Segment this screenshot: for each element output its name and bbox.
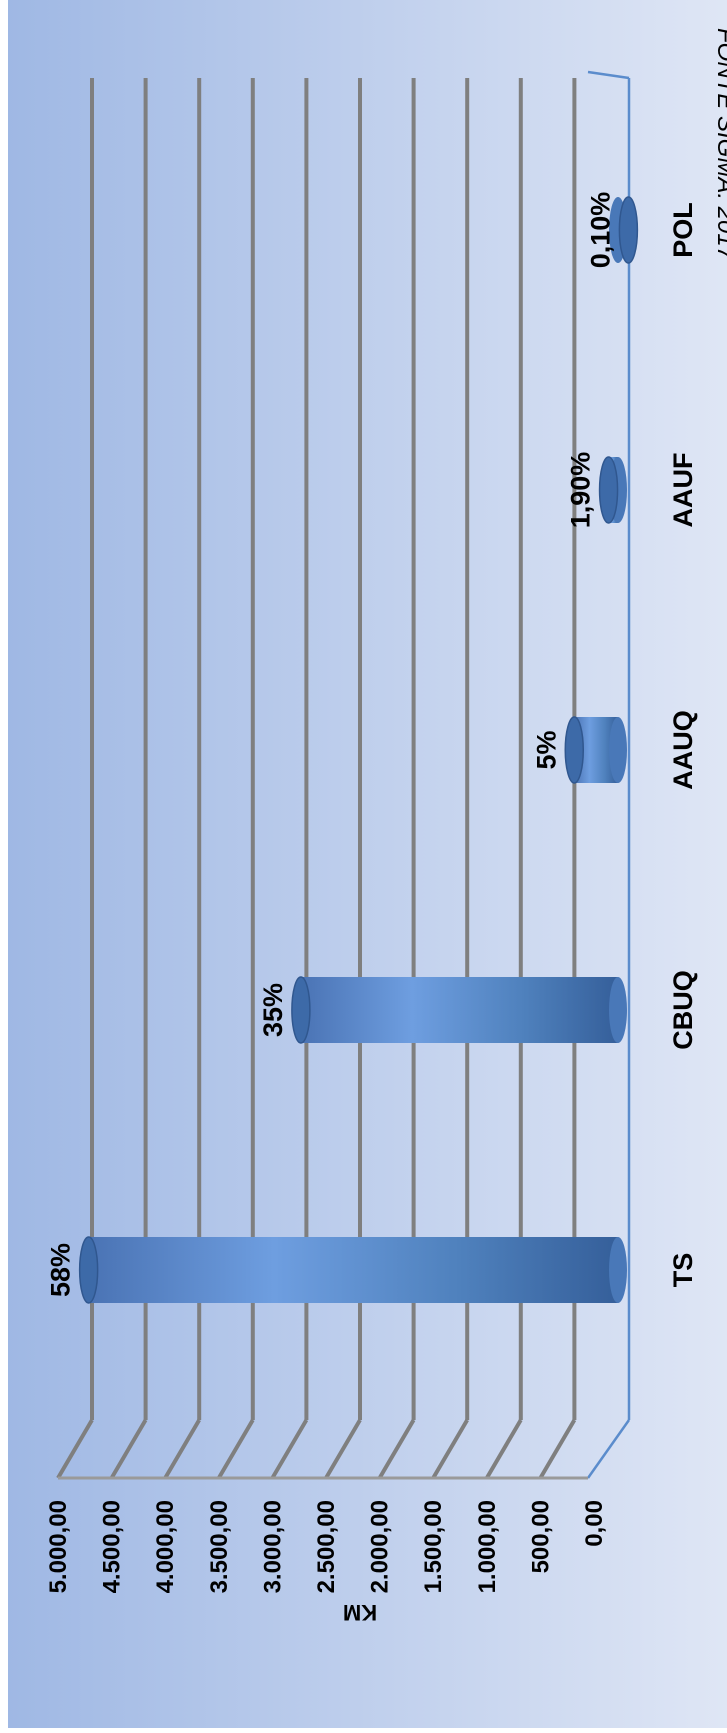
gridline-floor	[56, 1418, 94, 1480]
gridline-floor	[270, 1418, 309, 1480]
chart-background	[8, 0, 727, 1728]
data-label: 35%	[258, 983, 288, 1037]
y-tick-label: 2.000,00	[367, 1500, 394, 1593]
y-tick-label: 1.500,00	[420, 1500, 447, 1593]
y-tick-label: 4.000,00	[152, 1500, 179, 1593]
data-label: 5%	[531, 730, 561, 769]
bar-cap	[564, 716, 585, 784]
y-tick-label: 2.500,00	[313, 1500, 340, 1593]
gridline-floor	[538, 1418, 577, 1480]
y-tick-label: 1.000,00	[474, 1500, 501, 1593]
bar-base	[609, 977, 627, 1043]
data-label: 0,10%	[585, 192, 615, 269]
x-tick-label: AAUF	[668, 453, 698, 528]
bar-cap	[291, 976, 311, 1044]
y-axis-title: KM	[343, 1600, 377, 1625]
y-tick-label: 0,00	[581, 1500, 608, 1547]
data-label: 58%	[46, 1243, 76, 1297]
x-tick-label: POL	[668, 202, 698, 258]
y-tick-label: 3.000,00	[259, 1500, 286, 1593]
bar-cap	[618, 196, 639, 264]
gridline-floor	[324, 1418, 362, 1480]
bar-cap	[598, 456, 619, 524]
bar	[88, 1237, 618, 1303]
floor-edge-bottom	[586, 1419, 631, 1479]
x-tick-label: AAUQ	[668, 710, 698, 790]
x-tick-label: TS	[668, 1253, 698, 1288]
gridline-floor	[431, 1418, 469, 1480]
gridline-floor	[485, 1418, 523, 1480]
bar	[300, 977, 618, 1043]
bar-cap	[78, 1236, 99, 1304]
x-tick-label: CBUQ	[668, 970, 698, 1050]
y-tick-label: 5.000,00	[45, 1500, 72, 1593]
source-note: FONTE SIGMA: 2017	[712, 28, 727, 262]
gridline-floor	[163, 1418, 201, 1480]
y-tick-label: 4.500,00	[99, 1500, 126, 1593]
gridline-floor	[109, 1418, 148, 1480]
bar-base	[609, 1237, 627, 1303]
gridline-floor	[377, 1418, 416, 1480]
bar-base	[609, 717, 627, 783]
data-label: 1,90%	[566, 452, 596, 529]
y-tick-label: 3.500,00	[206, 1500, 233, 1593]
y-tick-label: 500,00	[527, 1500, 554, 1573]
gridline-floor	[217, 1418, 255, 1480]
floor-edge-top	[587, 70, 630, 80]
